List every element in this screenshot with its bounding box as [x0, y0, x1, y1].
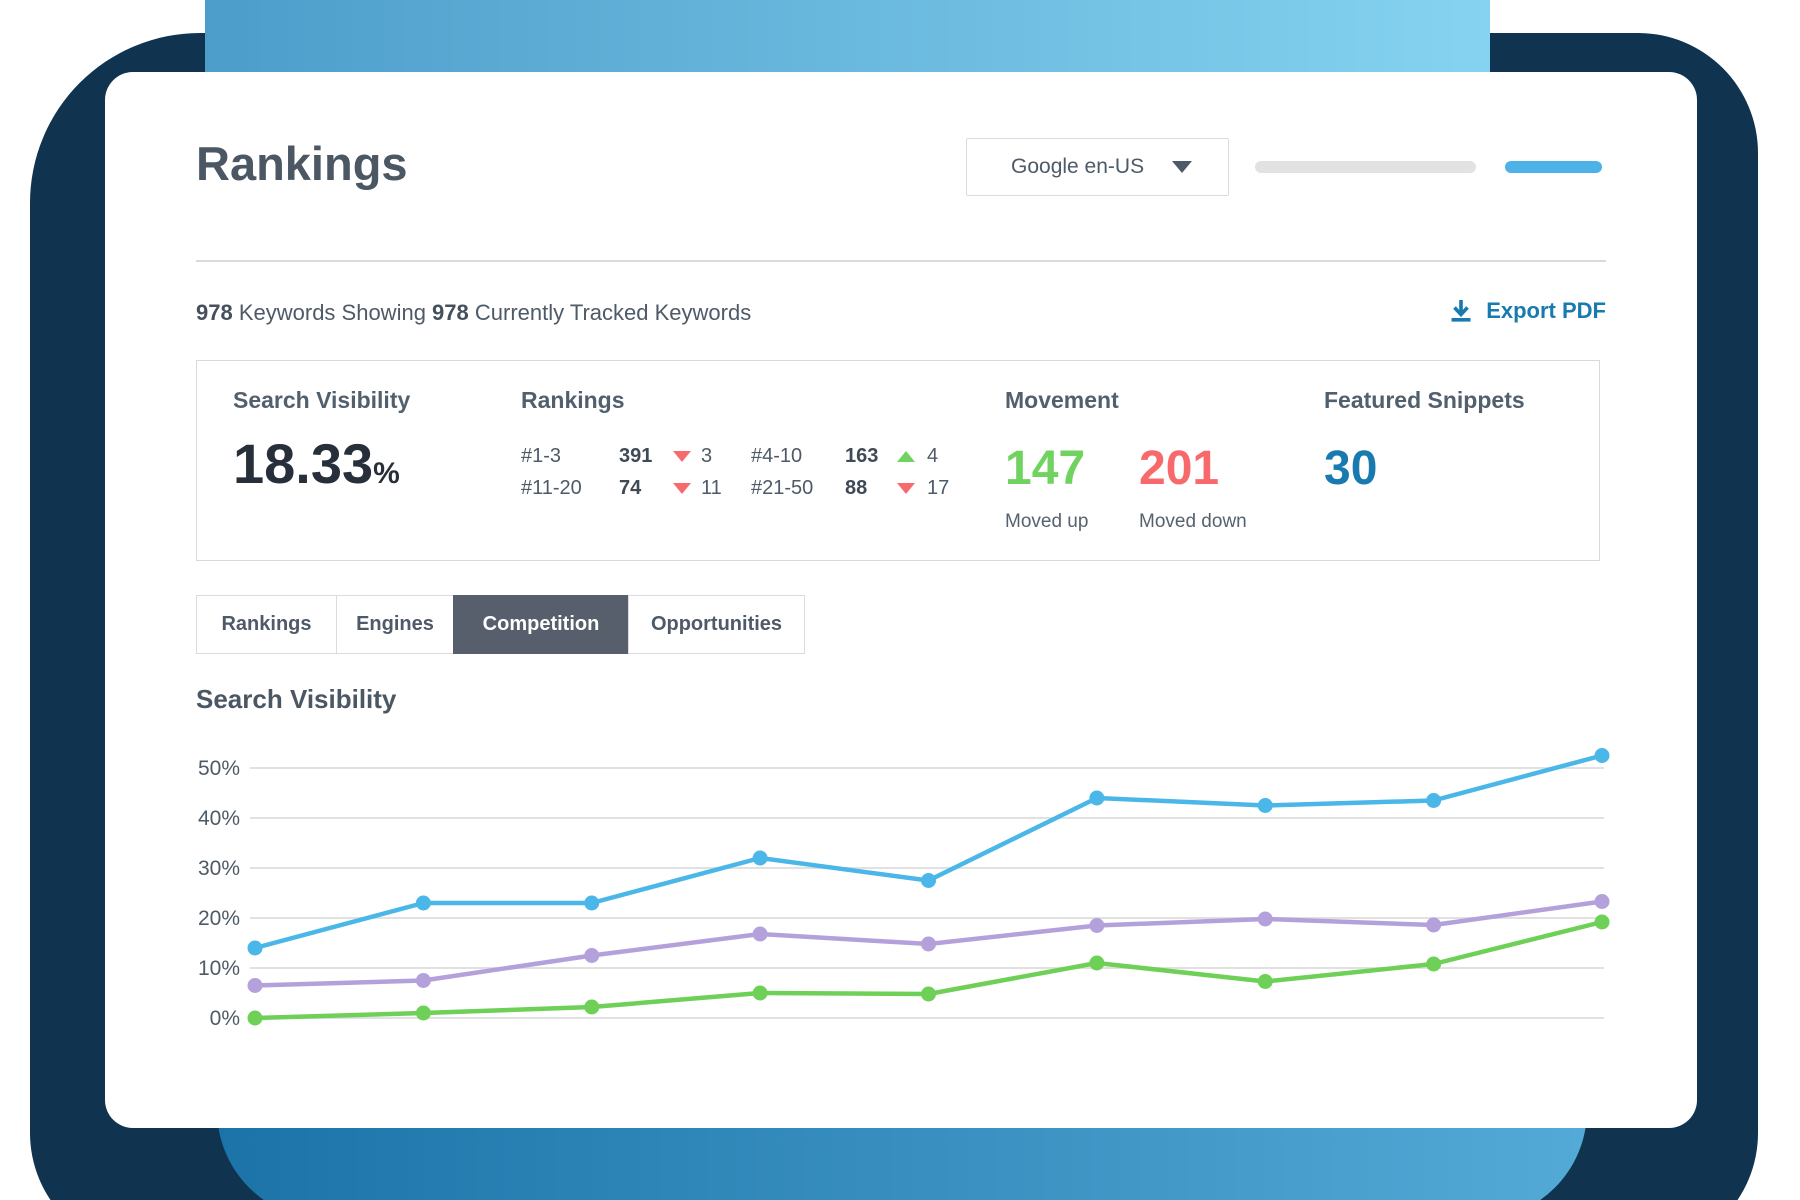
chart-point-competitor-blue [415, 895, 431, 911]
chart-point-competitor-purple [584, 948, 600, 963]
y-axis-tick-label: 10% [198, 957, 240, 980]
keywords-summary: 978 Keywords Showing 978 Currently Track… [196, 300, 752, 325]
rankings-card: Rankings Google en-US 978 Keywords Showi… [105, 72, 1697, 1128]
tab-bar: Rankings Engines Competition Opportuniti… [196, 595, 805, 654]
keywords-count: 978 [196, 300, 233, 325]
chart-point-competitor-purple [921, 936, 936, 952]
chart-point-competitor-green [584, 999, 600, 1015]
chart-point-competitor-green [1089, 955, 1105, 971]
progress-accent [1505, 161, 1602, 173]
trend-arrow-icon [897, 451, 915, 462]
moved-up-label: Moved up [1005, 511, 1089, 532]
chart-point-competitor-purple [247, 978, 263, 993]
chart-point-competitor-green [1594, 914, 1610, 930]
y-axis-tick-label: 30% [198, 857, 240, 880]
y-axis-tick-label: 50% [198, 757, 240, 780]
chart-point-competitor-purple [1089, 918, 1105, 933]
tab-rankings[interactable]: Rankings [196, 595, 337, 654]
chart-title: Search Visibility [196, 684, 397, 714]
rank-change: 11 [701, 477, 722, 499]
chart-point-competitor-purple [752, 926, 768, 942]
search-engine-dropdown[interactable]: Google en-US [966, 138, 1229, 196]
download-icon [1451, 300, 1471, 322]
chart-point-competitor-purple [1426, 917, 1442, 933]
rank-range: #21-50 [751, 477, 814, 499]
chart-point-competitor-green [1257, 974, 1273, 989]
chart-line-competitor-green [254, 919, 1603, 1021]
trend-arrow-icon [673, 483, 691, 494]
tab-engines[interactable]: Engines [336, 595, 454, 654]
chart-point-competitor-green [415, 1005, 431, 1021]
stats-panel: Search Visibility 18.33% Rankings #1-3 3… [196, 360, 1600, 561]
chart-point-competitor-green [1426, 956, 1442, 972]
top-gradient-band [205, 0, 1490, 80]
chart-point-competitor-purple [1594, 894, 1610, 909]
chart-point-competitor-green [921, 986, 936, 1002]
moved-down-label: Moved down [1139, 511, 1247, 532]
chart-line-competitor-blue [254, 753, 1603, 951]
movement-label: Movement [1005, 387, 1119, 413]
y-axis-tick-label: 0% [210, 1007, 240, 1030]
featured-snippets-value: 30 [1324, 442, 1378, 495]
trend-arrow-icon [673, 451, 691, 462]
chart-point-competitor-purple [1257, 911, 1273, 927]
rank-range: #1-3 [521, 445, 562, 467]
export-pdf-button[interactable]: Export PDF [1448, 298, 1606, 324]
rank-change: 4 [927, 445, 939, 467]
chart-point-competitor-blue [247, 940, 263, 956]
chart-point-competitor-green [247, 1010, 263, 1026]
tab-opportunities[interactable]: Opportunities [628, 595, 805, 654]
rank-change: 3 [701, 445, 713, 467]
tab-competition[interactable]: Competition [453, 595, 629, 654]
header-divider [196, 260, 1606, 262]
rank-value: 391 [619, 445, 653, 467]
rank-change: 17 [927, 477, 950, 499]
rank-range: #11-20 [521, 477, 582, 499]
rank-value: 163 [845, 445, 879, 467]
chart-point-competitor-purple [415, 973, 431, 988]
y-axis-tick-label: 20% [198, 907, 240, 930]
y-axis-tick-label: 40% [198, 807, 240, 830]
chart-point-competitor-blue [921, 873, 936, 888]
visibility-chart: 0% 10% 20% 30% 40% 50% [196, 734, 1610, 1044]
chart-point-competitor-blue [752, 850, 768, 866]
chart-point-competitor-green [752, 985, 768, 1001]
chart-point-competitor-blue [1594, 748, 1610, 763]
search-engine-dropdown-value: Google en-US [1011, 155, 1145, 178]
export-pdf-label: Export PDF [1486, 298, 1606, 323]
chart-point-competitor-blue [1089, 790, 1105, 806]
chart-point-competitor-blue [584, 895, 600, 911]
rank-value: 74 [619, 477, 642, 499]
page-title: Rankings [196, 137, 408, 190]
chart-point-competitor-blue [1426, 793, 1442, 808]
featured-snippets-label: Featured Snippets [1324, 387, 1525, 413]
moved-down-value: 201 [1139, 442, 1220, 495]
rankings-breakdown-label: Rankings [521, 387, 625, 413]
rank-value: 88 [845, 477, 868, 499]
trend-arrow-icon [897, 483, 915, 494]
visibility-chart-svg: 0% 10% 20% 30% 40% 50% [198, 748, 1610, 1030]
moved-up-value: 147 [1005, 442, 1086, 495]
tracked-count: 978 [432, 300, 469, 325]
rank-range: #4-10 [751, 445, 803, 467]
chart-point-competitor-blue [1257, 798, 1273, 813]
search-visibility-label: Search Visibility [233, 387, 411, 413]
search-visibility-value: 18.33% [233, 432, 400, 495]
caret-down-icon [1172, 161, 1192, 173]
progress-track [1255, 161, 1476, 173]
